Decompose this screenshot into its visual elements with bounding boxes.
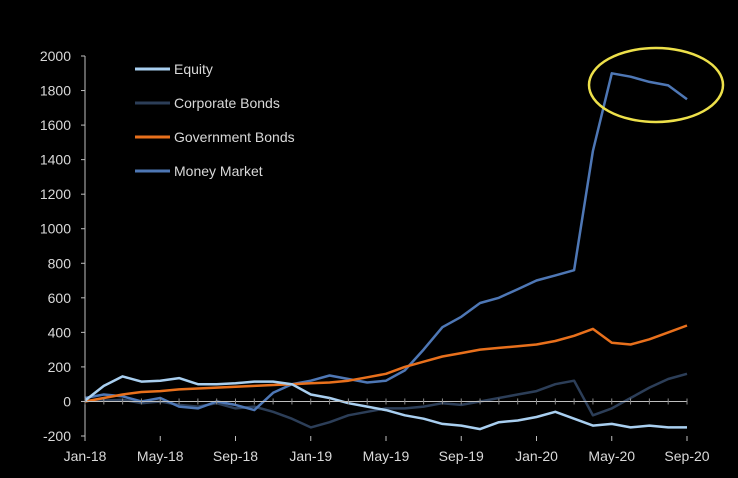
axes: [84, 56, 688, 436]
series-line-equity: [84, 375, 687, 431]
y-tick-label: 0: [63, 393, 71, 409]
y-tick-label: 200: [48, 359, 72, 375]
y-tick-label: 1400: [40, 152, 71, 168]
y-tick-label: 400: [48, 324, 72, 340]
series-line-money-market: [84, 72, 688, 412]
y-tick-label: 1200: [40, 186, 71, 202]
y-tick-label: 1600: [40, 117, 71, 133]
x-tick-label: Jan-20: [515, 448, 558, 464]
y-tick-label: 1000: [40, 221, 71, 237]
series-line-corporate-bonds: [85, 372, 688, 429]
legend: Equity Corporate Bonds Government Bonds Mon…: [135, 61, 295, 179]
x-tick-label: Sep-19: [439, 448, 484, 464]
x-tick-label: May-18: [137, 448, 184, 464]
y-tick-label: 800: [48, 255, 72, 271]
x-axis-ticks: Jan-18 May-18 Sep-18 Jan-19 May-19 Sep-19 Jan-…: [64, 436, 710, 464]
y-axis-ticks: -200 0 200 400 600 800 1000 1200 1400 1600 1800 200…: [40, 48, 85, 444]
y-tick-label: 2000: [40, 48, 71, 64]
y-tick-label: 1800: [40, 83, 71, 99]
series-line-government-bonds: [84, 324, 688, 403]
y-tick-label: -200: [43, 428, 71, 444]
legend-label-money-market: Money Market: [174, 163, 263, 179]
x-tick-label: Sep-18: [213, 448, 258, 464]
x-tick-label: Jan-19: [289, 448, 332, 464]
highlight-ellipse: [587, 46, 725, 124]
legend-label-equity: Equity: [174, 61, 213, 77]
plot-area: [84, 46, 725, 431]
y-tick-label: 600: [48, 290, 72, 306]
x-tick-label: Sep-20: [664, 448, 709, 464]
x-tick-label: May-20: [588, 448, 635, 464]
legend-label-corporate-bonds: Corporate Bonds: [174, 95, 280, 111]
legend-label-government-bonds: Government Bonds: [174, 129, 295, 145]
x-tick-label: Jan-18: [64, 448, 107, 464]
x-tick-label: May-19: [363, 448, 410, 464]
